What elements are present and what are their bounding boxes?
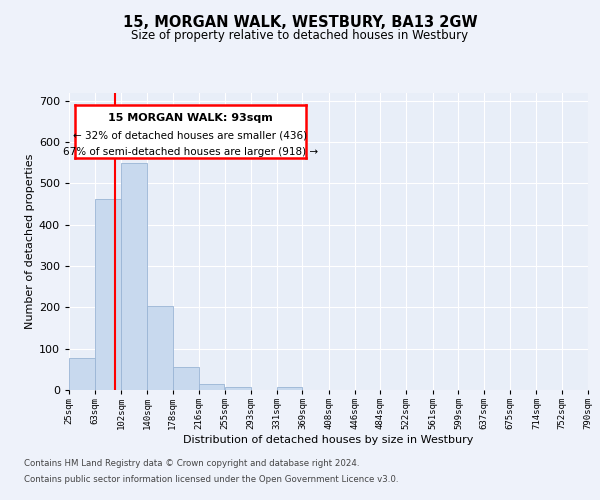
Text: ← 32% of detached houses are smaller (436): ← 32% of detached houses are smaller (43… <box>73 130 308 140</box>
Text: 15, MORGAN WALK, WESTBURY, BA13 2GW: 15, MORGAN WALK, WESTBURY, BA13 2GW <box>122 15 478 30</box>
Bar <box>225 386 251 390</box>
Text: Contains HM Land Registry data © Crown copyright and database right 2024.: Contains HM Land Registry data © Crown c… <box>24 460 359 468</box>
Text: 67% of semi-detached houses are larger (918) →: 67% of semi-detached houses are larger (… <box>63 147 318 157</box>
Bar <box>277 386 302 390</box>
Bar <box>69 358 95 390</box>
Bar <box>121 162 147 390</box>
Bar <box>173 368 199 390</box>
Text: Size of property relative to detached houses in Westbury: Size of property relative to detached ho… <box>131 30 469 43</box>
Bar <box>95 199 121 390</box>
Y-axis label: Number of detached properties: Number of detached properties <box>25 154 35 329</box>
Bar <box>199 384 224 390</box>
Text: Contains public sector information licensed under the Open Government Licence v3: Contains public sector information licen… <box>24 474 398 484</box>
Bar <box>147 306 173 390</box>
X-axis label: Distribution of detached houses by size in Westbury: Distribution of detached houses by size … <box>184 434 473 445</box>
Text: 15 MORGAN WALK: 93sqm: 15 MORGAN WALK: 93sqm <box>108 113 273 123</box>
